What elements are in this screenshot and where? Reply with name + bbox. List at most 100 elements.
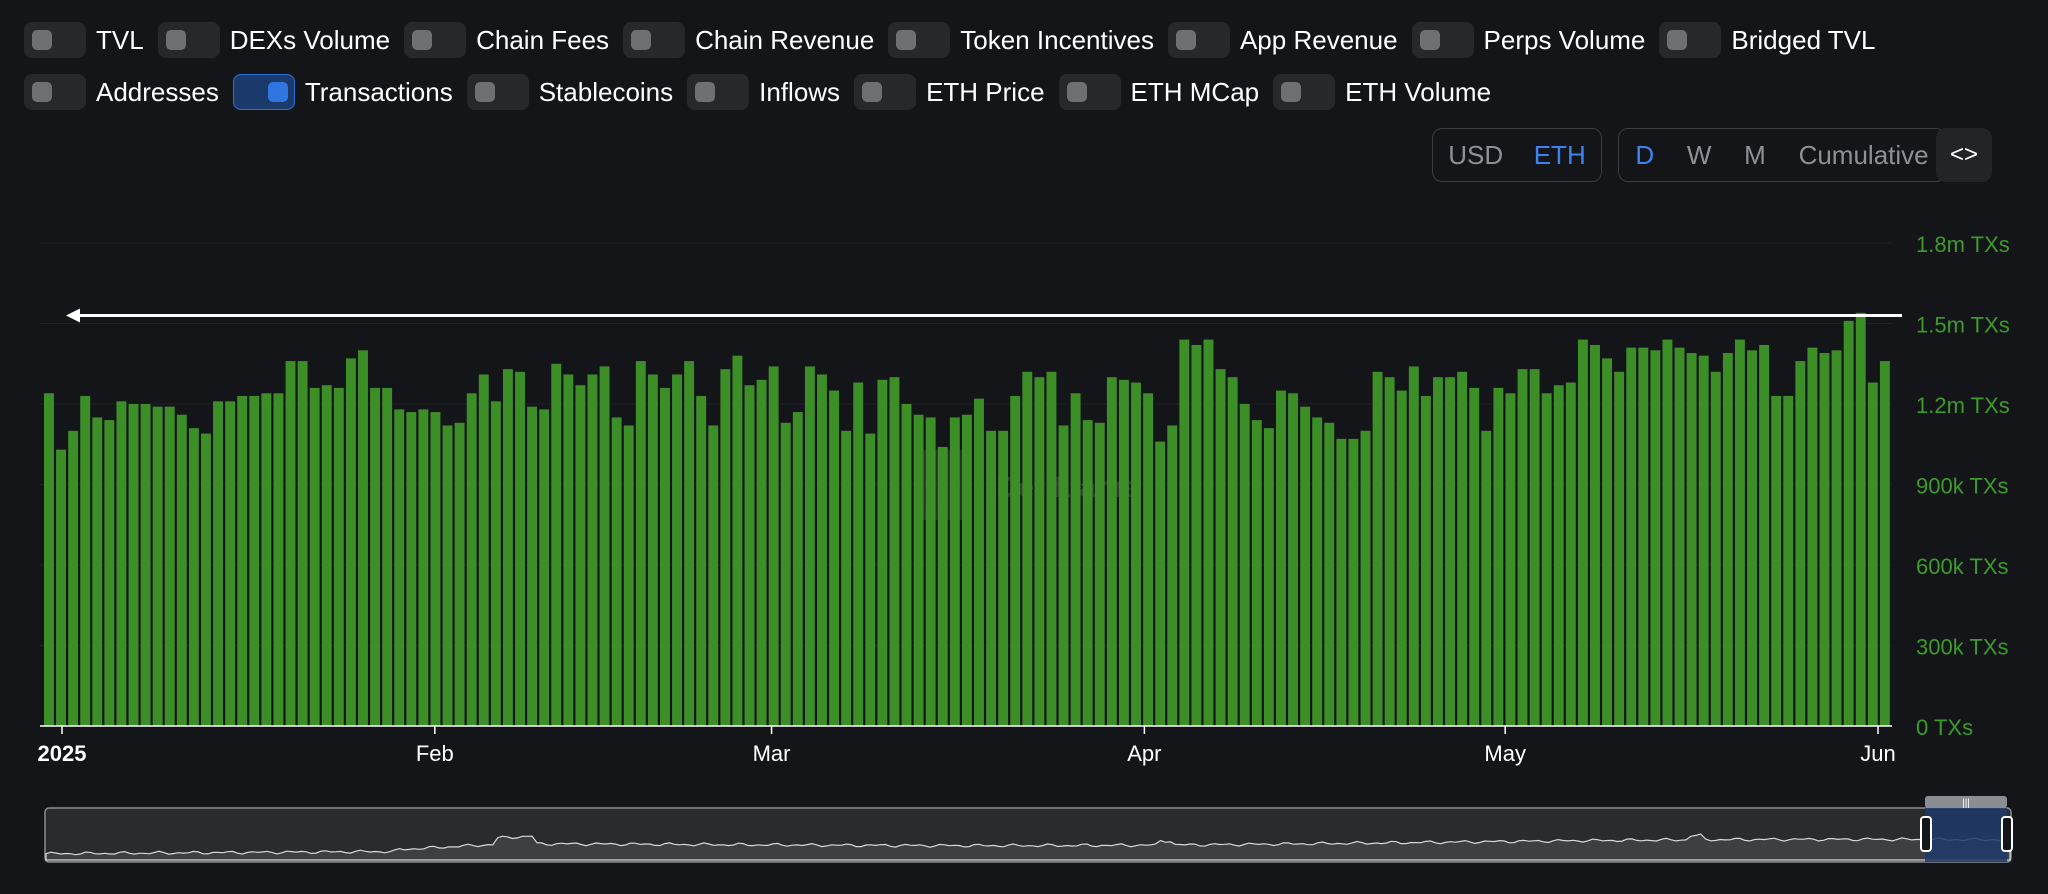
- bar[interactable]: [1445, 377, 1455, 726]
- bar[interactable]: [551, 363, 562, 726]
- bar[interactable]: [1626, 347, 1637, 726]
- toggle-token-incentives[interactable]: Token Incentives: [888, 22, 1154, 58]
- toggle-dexs-volume[interactable]: DEXs Volume: [157, 22, 390, 58]
- bar[interactable]: [1058, 425, 1069, 726]
- bar[interactable]: [466, 393, 477, 726]
- bar[interactable]: [321, 385, 332, 726]
- bar[interactable]: [817, 374, 827, 726]
- bar[interactable]: [285, 361, 296, 726]
- bar[interactable]: [998, 430, 1009, 726]
- bar[interactable]: [128, 404, 139, 726]
- bar[interactable]: [1263, 428, 1274, 726]
- bar[interactable]: [333, 387, 344, 726]
- toggle-switch[interactable]: [623, 22, 686, 58]
- bar[interactable]: [1396, 390, 1407, 726]
- bar[interactable]: [635, 361, 646, 726]
- bar[interactable]: [1734, 339, 1745, 726]
- bar[interactable]: [1191, 344, 1202, 726]
- bar[interactable]: [1771, 395, 1782, 726]
- bar[interactable]: [1747, 350, 1757, 726]
- bar[interactable]: [563, 374, 574, 726]
- bar[interactable]: [1831, 350, 1842, 726]
- bar[interactable]: [1046, 371, 1057, 726]
- toggle-stablecoins[interactable]: Stablecoins: [466, 74, 673, 110]
- toggle-chain-fees[interactable]: Chain Fees: [404, 22, 609, 58]
- bar[interactable]: [406, 412, 417, 726]
- bar[interactable]: [201, 433, 211, 726]
- bar[interactable]: [672, 374, 682, 726]
- bar[interactable]: [1517, 369, 1528, 726]
- bar[interactable]: [430, 412, 441, 726]
- bar[interactable]: [44, 393, 54, 726]
- toggle-switch[interactable]: [1659, 22, 1722, 58]
- bar[interactable]: [56, 449, 66, 726]
- bar[interactable]: [502, 369, 513, 726]
- bar[interactable]: [647, 374, 658, 726]
- currency-option-usd[interactable]: USD: [1448, 139, 1504, 170]
- bar[interactable]: [1143, 393, 1154, 726]
- bar[interactable]: [865, 433, 876, 726]
- bar[interactable]: [527, 406, 538, 726]
- bar[interactable]: [660, 387, 670, 726]
- bar[interactable]: [1457, 371, 1468, 726]
- bar[interactable]: [1324, 422, 1335, 726]
- toggle-chain-revenue[interactable]: Chain Revenue: [623, 22, 874, 58]
- bar[interactable]: [1433, 377, 1443, 726]
- bar[interactable]: [1469, 387, 1480, 726]
- period-option-w[interactable]: W: [1686, 139, 1712, 170]
- bar[interactable]: [696, 395, 707, 726]
- bar[interactable]: [80, 395, 91, 726]
- bar[interactable]: [249, 395, 260, 726]
- bar[interactable]: [176, 414, 187, 726]
- bar[interactable]: [188, 428, 199, 726]
- bar[interactable]: [841, 430, 852, 726]
- bar[interactable]: [949, 417, 960, 726]
- bar[interactable]: [68, 430, 79, 726]
- bar[interactable]: [1251, 420, 1262, 726]
- bar[interactable]: [116, 401, 127, 726]
- bar[interactable]: [853, 382, 864, 726]
- bar[interactable]: [225, 401, 236, 726]
- bar[interactable]: [345, 358, 356, 726]
- range-brush[interactable]: |||: [44, 796, 2013, 863]
- toggle-eth-price[interactable]: ETH Price: [854, 74, 1045, 110]
- bar[interactable]: [1674, 347, 1685, 726]
- toggle-switch[interactable]: [466, 74, 529, 110]
- toggle-switch[interactable]: [687, 74, 750, 110]
- bar[interactable]: [394, 409, 405, 726]
- currency-option-eth[interactable]: ETH: [1533, 139, 1586, 170]
- bar[interactable]: [1722, 353, 1733, 726]
- bar[interactable]: [1541, 393, 1552, 726]
- bar[interactable]: [1843, 320, 1854, 726]
- minimap-selection[interactable]: [1925, 808, 2007, 862]
- bar[interactable]: [382, 387, 393, 726]
- bar[interactable]: [1795, 361, 1806, 726]
- bar[interactable]: [418, 409, 429, 726]
- bar[interactable]: [986, 430, 997, 726]
- bar[interactable]: [889, 377, 900, 726]
- bar[interactable]: [708, 425, 719, 726]
- bar[interactable]: [1638, 347, 1649, 726]
- bar[interactable]: [756, 379, 767, 726]
- bar[interactable]: [913, 414, 924, 726]
- period-option-m[interactable]: M: [1744, 139, 1766, 170]
- minimap-handle-right[interactable]: [2001, 816, 2013, 852]
- bar[interactable]: [599, 366, 610, 726]
- bar[interactable]: [1879, 361, 1890, 726]
- bar[interactable]: [1505, 393, 1516, 726]
- bar[interactable]: [1010, 395, 1021, 726]
- bar[interactable]: [261, 393, 272, 726]
- bar[interactable]: [829, 390, 839, 726]
- bar[interactable]: [370, 387, 381, 726]
- bar[interactable]: [937, 446, 948, 726]
- bar[interactable]: [1759, 344, 1770, 726]
- toggle-tvl[interactable]: TVL: [24, 22, 144, 58]
- bar[interactable]: [1288, 393, 1298, 726]
- bar[interactable]: [297, 361, 308, 726]
- bar[interactable]: [1867, 382, 1878, 726]
- toggle-switch[interactable]: [1273, 74, 1336, 110]
- toggle-addresses[interactable]: Addresses: [24, 74, 219, 110]
- bar[interactable]: [515, 371, 525, 726]
- bar[interactable]: [1807, 347, 1818, 726]
- bar[interactable]: [1106, 377, 1117, 726]
